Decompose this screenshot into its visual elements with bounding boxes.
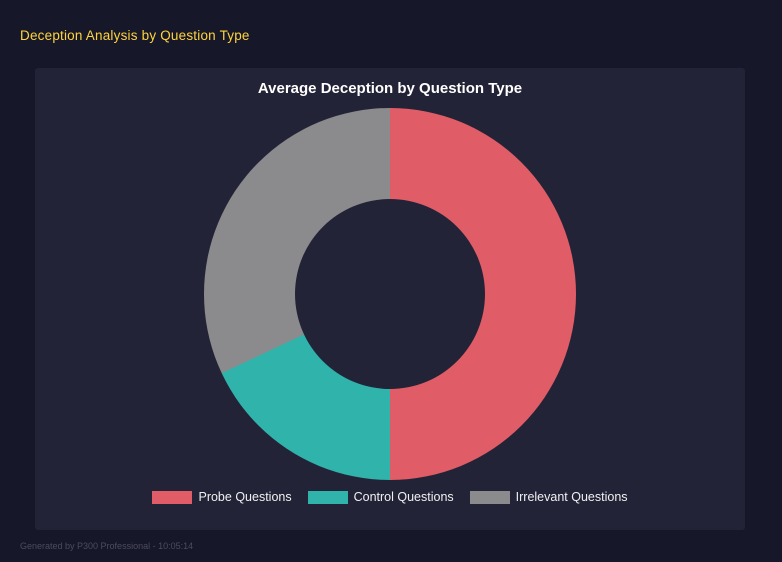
legend-swatch — [469, 490, 510, 504]
legend-label: Probe Questions — [198, 490, 292, 504]
legend-item[interactable]: Probe Questions — [152, 490, 292, 504]
legend-label: Irrelevant Questions — [515, 490, 628, 504]
donut-chart[interactable] — [204, 108, 576, 480]
legend-swatch — [152, 490, 193, 504]
page-title: Deception Analysis by Question Type — [20, 28, 250, 43]
legend-item[interactable]: Irrelevant Questions — [469, 490, 628, 504]
chart-legend: Probe Questions Control Questions Irreleva… — [35, 490, 745, 504]
donut-hole — [295, 199, 485, 389]
legend-swatch — [307, 490, 348, 504]
legend-label: Control Questions — [353, 490, 454, 504]
chart-panel: Average Deception by Question Type Probe… — [35, 68, 745, 530]
legend-item[interactable]: Control Questions — [307, 490, 454, 504]
chart-title: Average Deception by Question Type — [257, 80, 523, 97]
footer-text: Generated by P300 Professional - 10:05:1… — [20, 541, 194, 551]
